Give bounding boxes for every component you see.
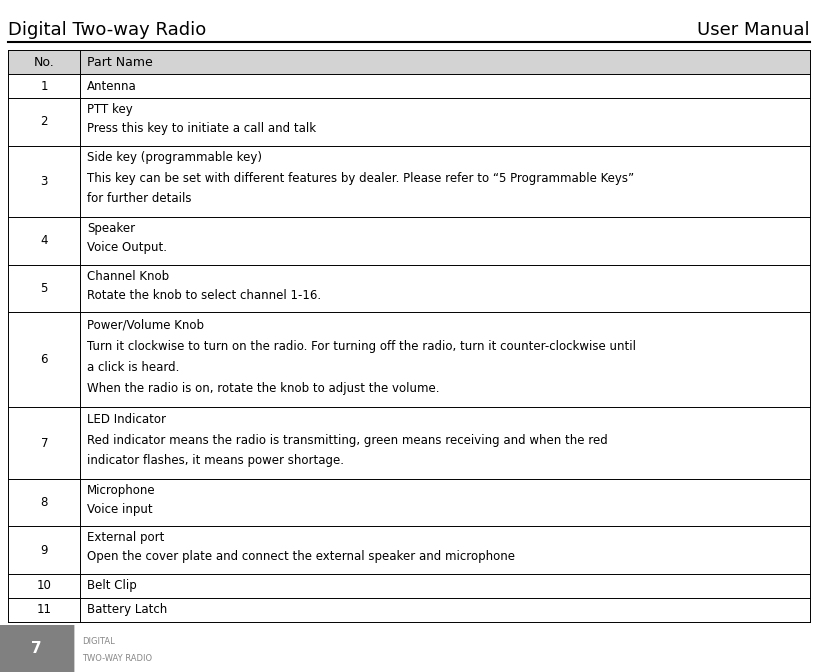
Bar <box>8 74 810 98</box>
Bar <box>8 98 810 146</box>
Text: Speaker: Speaker <box>87 222 135 235</box>
Text: Digital Two-way Radio: Digital Two-way Radio <box>8 22 206 39</box>
Bar <box>8 146 810 217</box>
Text: Part Name: Part Name <box>87 56 153 69</box>
Text: Microphone: Microphone <box>87 484 155 497</box>
Text: Press this key to initiate a call and talk: Press this key to initiate a call and ta… <box>87 122 316 135</box>
Text: Voice input: Voice input <box>87 503 152 516</box>
Text: LED Indicator: LED Indicator <box>87 413 166 426</box>
Text: for further details: for further details <box>87 192 191 205</box>
Text: Side key (programmable key): Side key (programmable key) <box>87 151 262 165</box>
Text: 11: 11 <box>37 603 52 616</box>
Text: 6: 6 <box>41 353 48 366</box>
Text: Belt Clip: Belt Clip <box>87 579 137 593</box>
Text: When the radio is on, rotate the knob to adjust the volume.: When the radio is on, rotate the knob to… <box>87 382 439 395</box>
Text: PTT key: PTT key <box>87 103 133 116</box>
Text: Power/Volume Knob: Power/Volume Knob <box>87 319 204 331</box>
Bar <box>8 407 810 478</box>
Text: User Manual: User Manual <box>697 22 810 39</box>
Text: Red indicator means the radio is transmitting, green means receiving and when th: Red indicator means the radio is transmi… <box>87 433 608 446</box>
Text: 7: 7 <box>32 641 42 656</box>
Text: Channel Knob: Channel Knob <box>87 269 169 282</box>
Bar <box>0 625 74 672</box>
Bar <box>8 265 810 312</box>
Text: 9: 9 <box>41 544 48 556</box>
Bar <box>8 526 810 574</box>
Text: indicator flashes, it means power shortage.: indicator flashes, it means power shorta… <box>87 454 344 467</box>
Text: 3: 3 <box>41 175 48 187</box>
Text: Antenna: Antenna <box>87 79 137 93</box>
Text: Battery Latch: Battery Latch <box>87 603 167 616</box>
Bar <box>8 478 810 526</box>
Text: This key can be set with different features by dealer. Please refer to “5 Progra: This key can be set with different featu… <box>87 172 634 185</box>
Text: 7: 7 <box>41 437 48 450</box>
Text: DIGITAL: DIGITAL <box>82 637 115 646</box>
Text: 4: 4 <box>41 235 48 247</box>
Bar <box>8 312 810 407</box>
Bar <box>8 50 810 74</box>
Text: External port: External port <box>87 532 164 544</box>
Text: 1: 1 <box>41 79 48 93</box>
Bar <box>8 574 810 598</box>
Text: 2: 2 <box>41 116 48 128</box>
Text: Turn it clockwise to turn on the radio. For turning off the radio, turn it count: Turn it clockwise to turn on the radio. … <box>87 339 636 353</box>
Text: Open the cover plate and connect the external speaker and microphone: Open the cover plate and connect the ext… <box>87 550 515 563</box>
Bar <box>8 598 810 622</box>
Text: 10: 10 <box>37 579 52 593</box>
Text: No.: No. <box>34 56 55 69</box>
Text: Rotate the knob to select channel 1-16.: Rotate the knob to select channel 1-16. <box>87 288 321 302</box>
Text: a click is heard.: a click is heard. <box>87 361 179 374</box>
Text: TWO-WAY RADIO: TWO-WAY RADIO <box>82 655 152 663</box>
Text: 5: 5 <box>41 282 48 295</box>
Text: 8: 8 <box>41 496 48 509</box>
Text: Voice Output.: Voice Output. <box>87 241 167 254</box>
Bar <box>8 217 810 265</box>
